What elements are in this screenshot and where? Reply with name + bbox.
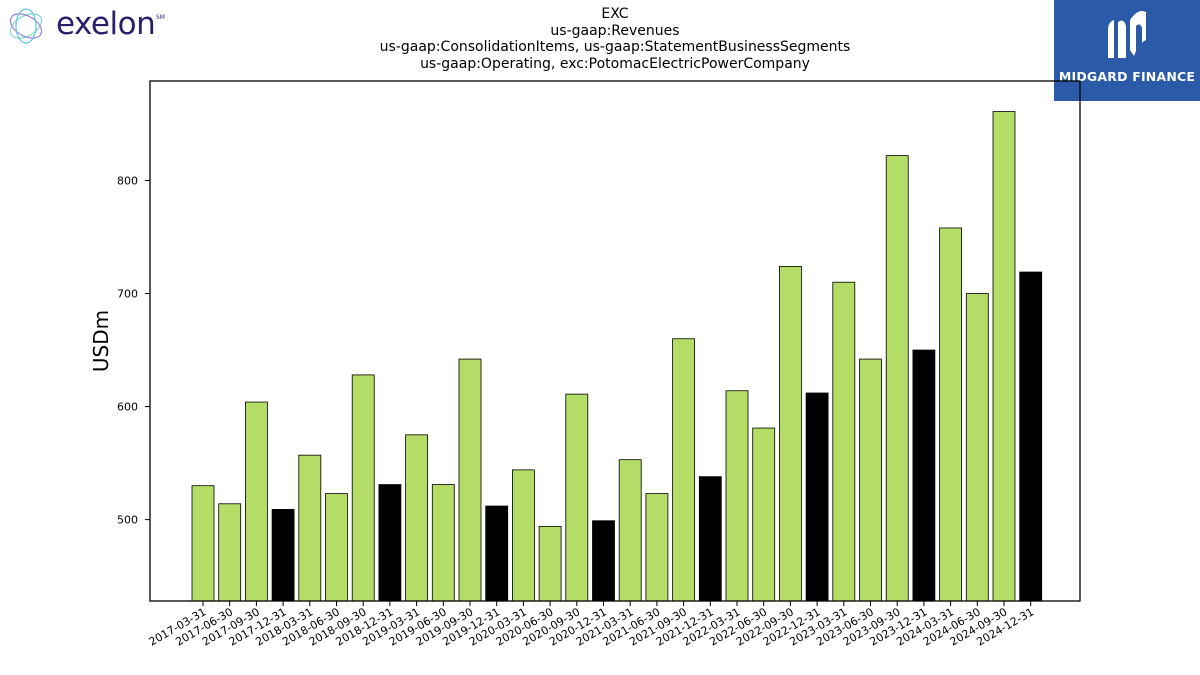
bar-2018-09-30 [351, 374, 375, 602]
bar-2022-06-30 [752, 427, 776, 602]
y-tick-label: 600 [117, 401, 138, 414]
bar-2018-03-31 [298, 454, 322, 602]
bar-2024-03-31 [939, 227, 962, 602]
title-line-concept: us-gaap:Revenues [550, 22, 680, 39]
y-tick-label: 500 [117, 514, 138, 527]
service-mark: SM [156, 14, 165, 21]
y-tick-label: 800 [117, 174, 138, 187]
bar-2024-06-30 [965, 293, 989, 602]
exelon-wordmark: exelon [56, 6, 156, 42]
bar-2019-12-31 [485, 505, 509, 602]
bar-2024-09-30 [992, 111, 1016, 602]
chart-title: EXC us-gaap:Revenues us-gaap:Consolidati… [315, 6, 915, 72]
bar-2021-03-31 [618, 459, 642, 602]
bar-2020-09-30 [565, 393, 589, 602]
bar-2024-12-31 [1019, 271, 1043, 602]
bar-2020-03-31 [512, 469, 535, 602]
bar-2023-09-30 [885, 155, 909, 602]
bar-2018-06-30 [325, 493, 348, 602]
bars-group [191, 111, 1043, 602]
bar-2017-12-31 [271, 509, 295, 602]
bar-2022-03-31 [725, 390, 749, 602]
bar-2019-06-30 [431, 484, 455, 602]
bar-2022-09-30 [779, 265, 802, 602]
bar-2021-12-31 [698, 476, 722, 602]
bar-2017-09-30 [244, 401, 268, 602]
bar-2017-03-31 [191, 485, 215, 602]
midgard-brand-text: MIDGARD FINANCE [1058, 69, 1196, 84]
title-line-ticker: EXC [601, 6, 629, 22]
bar-2018-12-31 [378, 484, 402, 602]
bar-2020-06-30 [538, 525, 562, 602]
bar-2023-06-30 [859, 358, 882, 602]
bar-2022-12-31 [805, 392, 829, 602]
midgard-finance-logo: MIDGARD FINANCE [1054, 0, 1200, 101]
bar-2021-06-30 [645, 493, 669, 602]
y-tick-label: 700 [117, 288, 138, 301]
bar-2023-12-31 [912, 349, 936, 602]
y-axis: 500 600 700 800 [117, 174, 150, 527]
bar-2020-12-31 [592, 520, 615, 602]
plot-frame [149, 80, 1081, 602]
bar-2019-09-30 [458, 358, 482, 602]
midgard-mark-icon [1108, 11, 1146, 59]
bar-2021-09-30 [672, 338, 695, 602]
title-line-axis: us-gaap:ConsolidationItems, us-gaap:Stat… [379, 39, 851, 55]
exelon-swirl-icon [9, 8, 43, 44]
exelon-logo: exelon SM [4, 4, 174, 48]
y-axis-label: USDm [89, 310, 113, 372]
bar-2019-03-31 [405, 434, 429, 602]
bar-2023-03-31 [832, 281, 856, 602]
title-line-members: us-gaap:Operating, exc:PotomacElectricPo… [420, 55, 810, 72]
x-axis: 2017-03-312017-06-302017-09-302017-12-31… [147, 601, 1036, 649]
bar-2017-06-30 [218, 503, 242, 602]
